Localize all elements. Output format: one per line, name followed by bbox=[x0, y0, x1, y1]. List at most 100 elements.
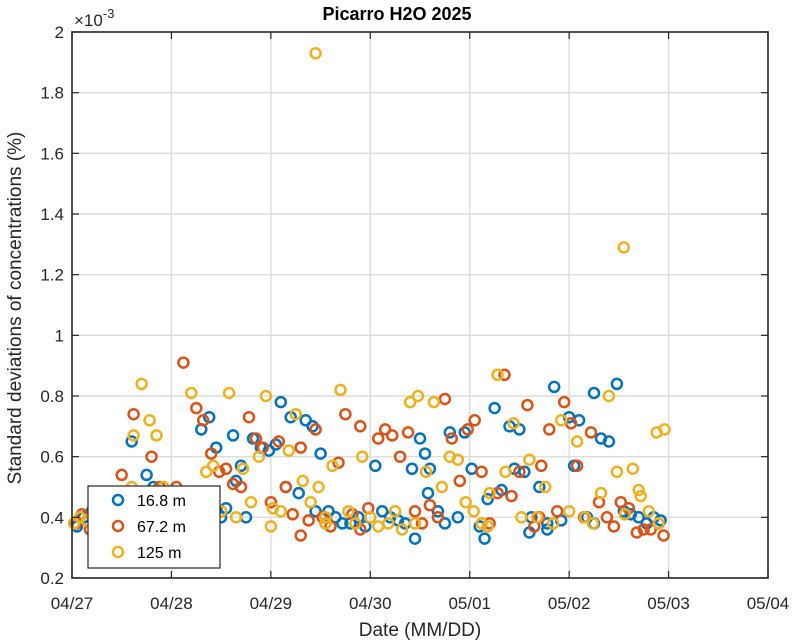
series-2 bbox=[67, 46, 671, 536]
data-point bbox=[292, 486, 305, 500]
y-tick-label: 0.8 bbox=[40, 387, 64, 406]
data-point bbox=[185, 386, 198, 400]
data-point bbox=[652, 517, 665, 530]
data-point bbox=[451, 453, 465, 466]
data-point bbox=[507, 417, 520, 430]
chart-title: Picarro H2O 2025 bbox=[322, 4, 471, 24]
legend-marker-16-8m bbox=[111, 493, 125, 507]
data-point bbox=[467, 505, 480, 518]
y-tick-label: 1.4 bbox=[40, 205, 64, 224]
data-point bbox=[618, 508, 632, 521]
data-point bbox=[244, 495, 258, 509]
data-point bbox=[491, 368, 504, 382]
y-tick-label: 1 bbox=[55, 326, 64, 345]
data-point bbox=[354, 420, 367, 433]
data-point bbox=[451, 511, 465, 524]
ticks bbox=[71, 31, 769, 579]
data-point bbox=[395, 523, 409, 536]
data-point bbox=[222, 386, 236, 400]
data-point bbox=[229, 511, 243, 524]
data-point bbox=[401, 426, 415, 439]
data-point bbox=[523, 453, 536, 466]
data-point bbox=[309, 505, 322, 518]
data-point bbox=[543, 423, 556, 436]
data-point bbox=[259, 389, 273, 403]
data-point bbox=[499, 465, 512, 479]
data-point bbox=[408, 532, 422, 545]
tick-labels: 04/27 04/28 04/29 04/30 05/01 05/02 05/03 05/04… bbox=[40, 23, 789, 613]
data-point bbox=[468, 414, 481, 427]
y-tick-label: 0.2 bbox=[40, 569, 64, 588]
data-point bbox=[459, 495, 472, 509]
data-point bbox=[302, 514, 315, 527]
y-tick-label: 1.8 bbox=[40, 84, 64, 103]
data-point bbox=[413, 432, 427, 445]
y-tick-label: 1.6 bbox=[40, 144, 64, 163]
data-point bbox=[458, 426, 471, 439]
data-point bbox=[279, 480, 293, 494]
data-point bbox=[272, 435, 286, 448]
data-point bbox=[249, 432, 263, 445]
data-point bbox=[274, 505, 288, 518]
data-point bbox=[314, 447, 327, 460]
data-point bbox=[483, 486, 496, 500]
legend-marker-125m bbox=[111, 545, 125, 559]
data-point bbox=[206, 459, 220, 473]
data-point bbox=[177, 356, 190, 369]
data-point bbox=[461, 423, 474, 436]
data-point bbox=[202, 410, 216, 424]
data-point bbox=[371, 432, 385, 445]
data-point bbox=[626, 462, 640, 476]
data-point bbox=[546, 517, 560, 530]
data-point bbox=[252, 450, 266, 463]
data-point bbox=[594, 486, 608, 500]
data-point bbox=[150, 429, 163, 442]
data-point bbox=[570, 459, 584, 473]
data-point bbox=[584, 426, 598, 439]
data-point bbox=[491, 486, 504, 500]
data-point bbox=[541, 517, 554, 530]
data-point bbox=[535, 459, 548, 473]
data-point bbox=[294, 441, 307, 454]
data-point bbox=[411, 389, 425, 403]
data-point bbox=[282, 444, 296, 457]
data-point bbox=[632, 483, 645, 497]
data-point bbox=[421, 486, 435, 500]
data-point bbox=[299, 414, 312, 427]
data-point bbox=[614, 495, 628, 509]
y-tick-label: 2 bbox=[55, 23, 64, 42]
data-point bbox=[419, 465, 433, 479]
data-point bbox=[415, 517, 429, 530]
data-point bbox=[319, 511, 332, 524]
data-point bbox=[617, 241, 631, 254]
data-point bbox=[557, 395, 571, 409]
data-point bbox=[226, 429, 240, 442]
data-point bbox=[385, 429, 399, 442]
data-point bbox=[339, 407, 352, 421]
data-point bbox=[196, 414, 210, 427]
data-point bbox=[475, 465, 488, 479]
data-point bbox=[326, 459, 339, 473]
data-point bbox=[453, 474, 467, 488]
x-tick-label: 05/01 bbox=[448, 594, 491, 613]
data-point bbox=[336, 517, 349, 530]
data-point bbox=[125, 435, 138, 448]
y-tick-label: 1.2 bbox=[40, 266, 64, 285]
data-point bbox=[515, 511, 528, 524]
legend-box bbox=[87, 485, 221, 569]
data-point bbox=[369, 459, 382, 473]
data-point bbox=[637, 523, 650, 536]
data-point bbox=[610, 465, 624, 479]
legend-label-125m: 125 m bbox=[137, 545, 181, 562]
data-point bbox=[550, 505, 564, 518]
x-tick-label: 04/28 bbox=[150, 594, 193, 613]
data-point bbox=[356, 450, 369, 463]
data-point bbox=[443, 426, 457, 439]
data-point bbox=[438, 517, 452, 530]
data-point bbox=[242, 410, 256, 424]
data-point bbox=[610, 377, 624, 391]
data-point bbox=[135, 377, 148, 391]
x-tick-label: 04/27 bbox=[51, 594, 94, 613]
data-point bbox=[533, 480, 546, 494]
x-tick-label: 05/02 bbox=[548, 594, 591, 613]
